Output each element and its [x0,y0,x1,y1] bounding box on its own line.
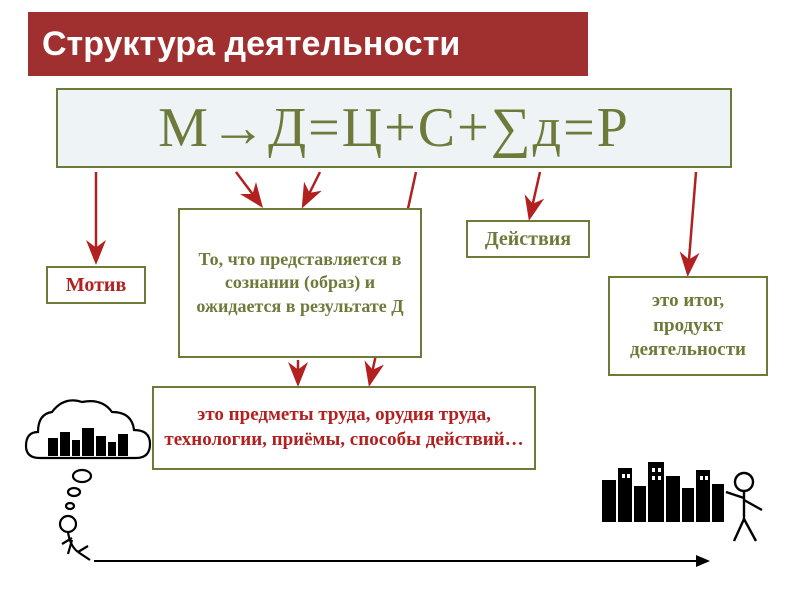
title-bar: Структура деятельности [28,12,588,76]
formula-text: М→Д=Ц+С+∑д=Р [158,96,630,160]
box-result-text: это итог, продукт деятельности [618,289,758,363]
thinker-icon [22,398,182,568]
formula-box: М→Д=Ц+С+∑д=Р [56,88,732,168]
box-goal-text: То, что представляется в сознании (образ… [188,248,412,318]
box-motive: Мотив [46,266,146,304]
builder-icon [596,418,776,578]
baseline-arrow [94,560,708,562]
box-goal: То, что представляется в сознании (образ… [178,208,422,358]
box-means: это предметы труда, орудия труда, технол… [152,386,536,470]
connector-arrow [530,172,540,216]
box-motive-text: Мотив [66,274,127,297]
box-result: это итог, продукт деятельности [608,276,768,376]
box-actions-text: Действия [485,228,571,251]
connector-arrow [304,172,320,204]
slide-title: Структура деятельности [42,25,460,64]
box-actions: Действия [466,220,590,258]
box-means-text: это предметы труда, орудия труда, технол… [162,403,526,452]
connector-arrow [688,172,696,272]
connector-arrow [236,172,260,204]
